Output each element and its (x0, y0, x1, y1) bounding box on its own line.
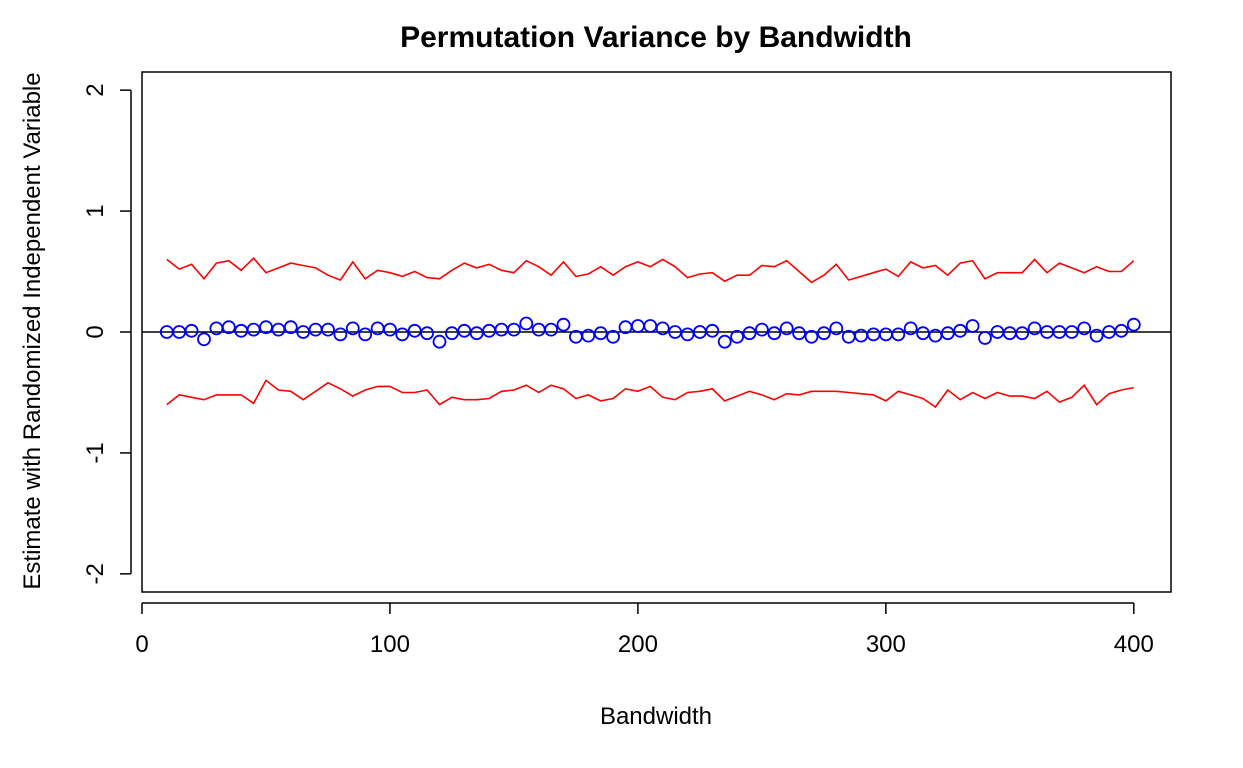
estimate-point (792, 326, 806, 341)
estimate-point (531, 322, 546, 337)
x-tick-label: 0 (135, 631, 148, 658)
x-tick-label: 400 (1114, 631, 1154, 658)
estimate-point (221, 320, 236, 335)
estimate-point (742, 326, 757, 341)
estimate-point (246, 322, 261, 337)
estimate-point (817, 326, 831, 341)
estimate-point (1077, 321, 1092, 336)
estimate-point (358, 327, 373, 342)
x-tick-label: 200 (618, 631, 658, 658)
estimate-point (507, 322, 521, 337)
estimate-point (283, 320, 298, 335)
estimate-point (407, 323, 422, 338)
estimate-point (432, 334, 447, 349)
y-tick-label: -2 (82, 563, 109, 584)
y-tick-label: 1 (82, 204, 109, 217)
estimate-point (482, 323, 497, 338)
estimate-point (271, 322, 286, 337)
estimate-point (730, 329, 744, 344)
estimate-point (1002, 326, 1017, 341)
estimate-point (705, 323, 720, 338)
estimate-point (1114, 323, 1129, 338)
estimate-point (940, 326, 955, 341)
estimate-point (717, 334, 732, 349)
estimate-point (308, 322, 323, 337)
estimate-point (655, 321, 670, 336)
estimate-point (444, 326, 459, 341)
estimate-point (891, 327, 906, 342)
estimate-point (395, 327, 410, 342)
estimate-point (345, 321, 360, 336)
estimate-point (916, 326, 930, 341)
estimate-point (606, 329, 620, 344)
estimate-point (903, 321, 918, 336)
estimate-point (457, 323, 472, 338)
x-tick-label: 300 (866, 631, 906, 658)
estimate-point (1089, 328, 1104, 343)
estimate-point (556, 317, 571, 332)
y-tick-label: 2 (82, 83, 109, 96)
estimate-point (494, 322, 509, 337)
estimate-point (804, 329, 819, 344)
chart-title: Permutation Variance by Bandwidth (400, 21, 912, 54)
x-axis-label: Bandwidth (600, 703, 712, 730)
estimate-point (184, 323, 199, 338)
lower-bound-line (166, 379, 1134, 409)
estimate-point (420, 326, 435, 341)
estimate-point (383, 322, 397, 337)
estimate-point (593, 326, 608, 341)
estimate-point (879, 327, 893, 342)
estimate-point (321, 322, 335, 337)
estimate-point (779, 321, 794, 336)
estimate-point (978, 331, 992, 345)
axes-group: 0 100 200 300 400 -2 -1 0 1 2 (82, 83, 1154, 658)
estimate-point (469, 326, 484, 341)
estimate-point (544, 322, 558, 337)
estimate-point (1015, 326, 1030, 341)
estimate-point (519, 316, 534, 331)
estimate-point (755, 322, 769, 337)
estimate-point (333, 327, 348, 342)
marks-group (142, 257, 1171, 409)
y-axis-label: Estimate with Randomized Independent Var… (19, 72, 46, 589)
estimate-point (767, 326, 782, 341)
estimate-point (680, 327, 695, 342)
estimate-point (866, 327, 881, 342)
estimate-point (1027, 321, 1042, 336)
x-tick-label: 100 (370, 631, 410, 658)
estimate-point (234, 323, 249, 338)
estimate-point (953, 323, 968, 338)
estimate-point (829, 321, 844, 336)
upper-bound-line (166, 257, 1135, 284)
y-tick-label: -1 (82, 442, 109, 463)
estimate-point (965, 319, 980, 333)
estimate-point (631, 319, 645, 333)
estimate-point (197, 332, 211, 347)
estimate-point (1126, 317, 1141, 332)
estimate-point (1064, 325, 1079, 339)
y-tick-label: 0 (82, 325, 109, 338)
estimate-point (643, 319, 658, 333)
